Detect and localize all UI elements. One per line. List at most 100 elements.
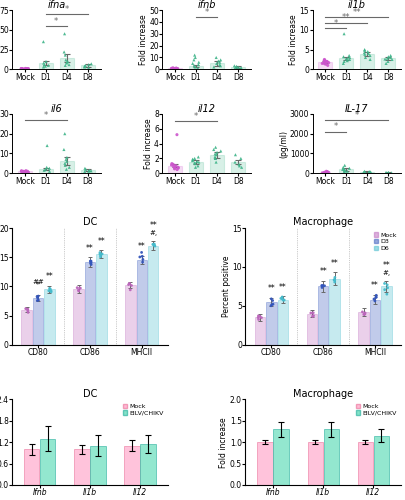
- Point: [321, 56, 328, 64]
- Text: **: **: [149, 222, 157, 230]
- Point: [321, 168, 327, 176]
- Point: [40, 63, 47, 71]
- Point: [320, 282, 326, 290]
- Point: [339, 166, 346, 173]
- Point: [217, 62, 224, 70]
- Point: [321, 56, 327, 64]
- Point: [19, 168, 25, 175]
- Point: [212, 150, 218, 158]
- Point: [332, 274, 338, 281]
- Point: [34, 296, 40, 304]
- Bar: [60, 58, 74, 70]
- Point: [340, 60, 347, 68]
- Point: [62, 62, 68, 70]
- Point: [22, 168, 28, 175]
- Bar: [381, 286, 392, 344]
- Point: [195, 60, 202, 68]
- Point: [169, 65, 175, 73]
- Bar: [382, 58, 395, 70]
- Point: [25, 306, 31, 314]
- Point: [326, 168, 332, 176]
- Point: [361, 48, 367, 56]
- Point: [331, 276, 338, 284]
- Point: [372, 297, 378, 305]
- Bar: [40, 438, 55, 485]
- Point: [23, 166, 29, 174]
- Point: [77, 284, 83, 292]
- Point: [232, 64, 238, 72]
- Bar: [85, 262, 95, 344]
- Bar: [266, 302, 277, 344]
- Point: [321, 58, 327, 66]
- Point: [367, 56, 373, 64]
- Bar: [339, 170, 353, 173]
- Point: [191, 62, 197, 70]
- Point: [386, 169, 392, 177]
- Point: [213, 60, 220, 68]
- Bar: [81, 170, 95, 173]
- Point: [190, 60, 196, 68]
- Point: [389, 56, 395, 64]
- Point: [46, 164, 53, 172]
- Point: [74, 284, 81, 292]
- Point: [128, 282, 135, 290]
- Point: [280, 296, 287, 304]
- Point: [168, 64, 175, 72]
- Point: [362, 310, 368, 318]
- Point: [310, 308, 316, 316]
- Point: [323, 168, 330, 175]
- Point: [171, 64, 177, 72]
- Bar: [324, 430, 339, 485]
- Point: [319, 169, 326, 177]
- Point: [21, 168, 28, 176]
- Point: [281, 296, 288, 304]
- Text: **: **: [279, 283, 287, 292]
- Point: [19, 168, 26, 176]
- Point: [340, 52, 347, 60]
- Point: [171, 164, 178, 172]
- Point: [191, 159, 198, 167]
- Point: [385, 168, 392, 176]
- Title: ifna: ifna: [47, 0, 66, 10]
- Bar: [231, 162, 245, 173]
- Point: [309, 312, 316, 320]
- Text: **: **: [331, 258, 339, 268]
- Text: ##: ##: [32, 278, 44, 284]
- Point: [279, 293, 286, 301]
- Point: [362, 46, 368, 54]
- Point: [175, 164, 181, 172]
- Point: [62, 51, 68, 59]
- Bar: [33, 298, 43, 344]
- Text: **: **: [138, 242, 146, 252]
- Bar: [374, 436, 389, 485]
- Point: [25, 64, 32, 72]
- Point: [87, 257, 94, 265]
- Point: [256, 316, 262, 324]
- Point: [46, 168, 53, 175]
- Bar: [210, 154, 224, 174]
- Point: [238, 64, 244, 72]
- Point: [81, 62, 88, 70]
- Point: [341, 166, 348, 173]
- Point: [322, 56, 328, 64]
- Point: [382, 280, 388, 287]
- Point: [388, 169, 395, 177]
- Bar: [39, 63, 53, 70]
- Point: [321, 168, 328, 176]
- Point: [387, 54, 394, 62]
- Text: **: **: [267, 284, 275, 294]
- Point: [64, 58, 70, 66]
- Point: [360, 310, 367, 318]
- Point: [310, 312, 317, 320]
- Point: [321, 59, 328, 67]
- Point: [324, 58, 330, 66]
- Text: **: **: [352, 8, 361, 17]
- Point: [322, 60, 328, 68]
- Point: [25, 307, 31, 315]
- Bar: [90, 446, 106, 485]
- Point: [20, 168, 26, 175]
- Bar: [189, 66, 203, 70]
- Point: [139, 252, 145, 260]
- Point: [213, 54, 220, 62]
- Point: [63, 156, 69, 164]
